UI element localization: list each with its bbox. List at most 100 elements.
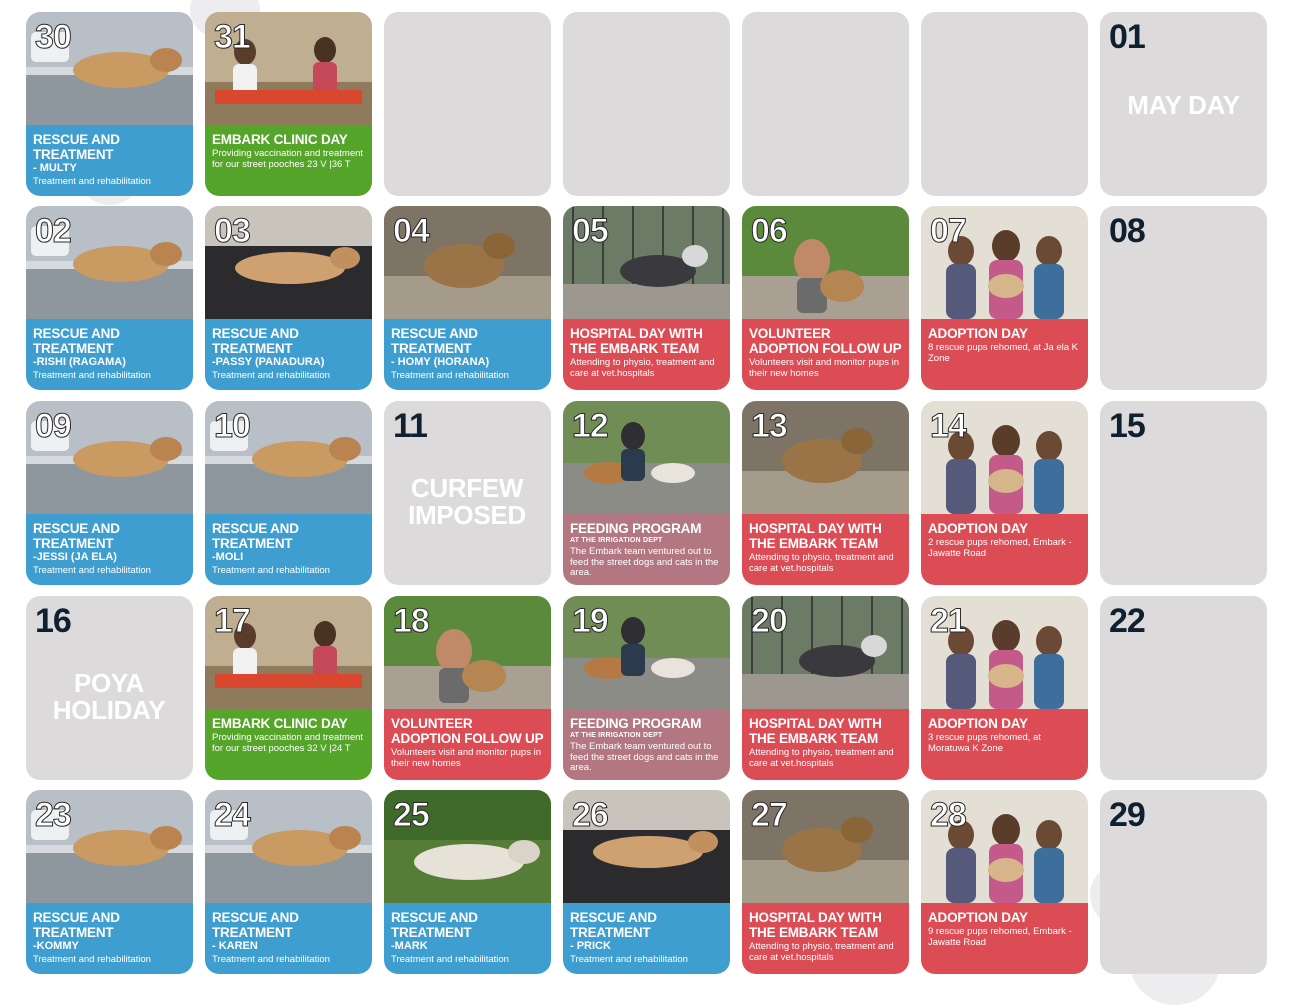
day-tile-29[interactable]: 29 (1100, 790, 1267, 974)
event-title: Rescue and treatment (212, 326, 299, 356)
day-tile-13[interactable]: Hospital day with the embark team Attendi… (742, 401, 909, 585)
dog-photo (384, 790, 551, 903)
photo (921, 790, 1088, 903)
day-tile-08[interactable]: 08 (1100, 206, 1267, 390)
event-subtitle: -MARK (391, 940, 428, 952)
event-title: Adoption day (928, 521, 1028, 536)
event-subtitle: -PASSY (PANADURA) (212, 356, 325, 368)
event-title: Volunteer adoption follow up (749, 326, 902, 356)
day-number: 29 (1109, 796, 1146, 834)
event-description: Treatment and rehabilitation (212, 565, 330, 576)
day-tile-04[interactable]: Rescue and treatment - HOMY (HORANA) Treat… (384, 206, 551, 390)
event-title: Feeding program (570, 716, 702, 731)
event-description: Treatment and rehabilitation (212, 370, 330, 381)
day-tile-23[interactable]: Rescue and treatment -KOMMY Treatment and … (26, 790, 193, 974)
day-tile-22[interactable]: 22 (1100, 596, 1267, 780)
photo (384, 596, 551, 709)
empty-tile (563, 12, 730, 196)
event-description: The Embark team ventured out to feed the… (570, 546, 719, 578)
day-tile-09[interactable]: Rescue and treatment -JESSI (JA ELA) Treat… (26, 401, 193, 585)
photo (742, 206, 909, 319)
event-subtitle: -RISHI (RAGAMA) (33, 356, 126, 368)
event-title: Hospital day with the embark team (749, 521, 882, 551)
day-tile-15[interactable]: 15 (1100, 401, 1267, 585)
holiday-label: POYA HOLIDAY (52, 668, 166, 725)
dog-photo (563, 596, 730, 709)
day-tile-17[interactable]: Embark clinic day Providing vaccination a… (205, 596, 372, 780)
day-number: 10 (214, 407, 252, 446)
event-title: Rescue and treatment (391, 326, 478, 356)
day-tile-31[interactable]: Embark clinic day Providing vaccination a… (205, 12, 372, 196)
day-tile-12[interactable]: Feeding program AT THE IRRIGATION DEPT The… (563, 401, 730, 585)
event-panel: Rescue and treatment - HOMY (HORANA) Treat… (384, 319, 551, 390)
event-title: Hospital day with the embark team (749, 716, 882, 746)
photo (563, 401, 730, 514)
event-subtitle: -KOMMY (33, 940, 79, 952)
day-number: 28 (930, 796, 968, 835)
photo (26, 401, 193, 514)
event-subtitle: -JESSI (JA ELA) (33, 551, 117, 563)
day-number: 06 (751, 212, 789, 251)
dog-photo (742, 790, 909, 903)
event-panel: Adoption day 9 rescue pups rehomed, Embar… (921, 903, 1088, 974)
event-description: Volunteers visit and monitor pups in the… (749, 357, 899, 379)
day-tile-21[interactable]: Adoption day 3 rescue pups rehomed, at Mo… (921, 596, 1088, 780)
event-panel: Embark clinic day Providing vaccination a… (205, 709, 372, 780)
dog-photo (384, 206, 551, 319)
day-tile-06[interactable]: Volunteer adoption follow up Volunteers v… (742, 206, 909, 390)
dog-photo (205, 596, 372, 709)
day-tile-28[interactable]: Adoption day 9 rescue pups rehomed, Embar… (921, 790, 1088, 974)
day-tile-24[interactable]: Rescue and treatment - KAREN Treatment and… (205, 790, 372, 974)
event-location: AT THE IRRIGATION DEPT (570, 732, 663, 739)
day-number: 12 (572, 407, 610, 446)
event-description: 8 rescue pups rehomed, at Ja ela K Zone (928, 342, 1078, 364)
day-tile-19[interactable]: Feeding program AT THE IRRIGATION DEPT The… (563, 596, 730, 780)
dog-photo (26, 12, 193, 125)
day-number: 16 (35, 602, 72, 640)
event-title: Adoption day (928, 716, 1028, 731)
day-tile-25[interactable]: Rescue and treatment -MARK Treatment and r… (384, 790, 551, 974)
day-tile-10[interactable]: Rescue and treatment -MOLI Treatment and r… (205, 401, 372, 585)
day-number: 04 (393, 212, 431, 251)
event-title: Hospital day with the embark team (570, 326, 703, 356)
dog-photo (26, 401, 193, 514)
day-tile-16[interactable]: 16 POYA HOLIDAY (26, 596, 193, 780)
event-panel: Rescue and treatment -KOMMY Treatment and … (26, 903, 193, 974)
day-number: 19 (572, 602, 610, 641)
event-subtitle: - KAREN (212, 940, 258, 952)
event-description: Attending to physio, treatment and care … (749, 747, 894, 769)
day-number: 18 (393, 602, 431, 641)
day-number: 07 (930, 212, 968, 251)
day-number: 02 (35, 212, 73, 251)
day-tile-30[interactable]: Rescue and treatment - MULTY Treatment and… (26, 12, 193, 196)
day-tile-02[interactable]: Rescue and treatment -RISHI (RAGAMA) Treat… (26, 206, 193, 390)
day-tile-27[interactable]: Hospital day with the embark team Attendi… (742, 790, 909, 974)
photo (921, 401, 1088, 514)
day-number: 01 (1109, 18, 1146, 56)
event-panel: Rescue and treatment -MOLI Treatment and r… (205, 514, 372, 585)
day-tile-14[interactable]: Adoption day 2 rescue pups rehomed, Embar… (921, 401, 1088, 585)
day-number: 22 (1109, 602, 1146, 640)
photo (26, 12, 193, 125)
dog-photo (742, 206, 909, 319)
photo (205, 596, 372, 709)
day-number: 24 (214, 796, 252, 835)
holiday-label: MAY DAY (1127, 90, 1240, 120)
day-tile-18[interactable]: Volunteer adoption follow up Volunteers v… (384, 596, 551, 780)
day-number: 11 (393, 407, 428, 445)
day-tile-03[interactable]: Rescue and treatment -PASSY (PANADURA) Tre… (205, 206, 372, 390)
event-description: Attending to physio, treatment and care … (749, 552, 894, 574)
day-tile-01[interactable]: 01 MAY DAY (1100, 12, 1267, 196)
event-description: The Embark team ventured out to feed the… (570, 741, 719, 773)
event-title: Adoption day (928, 910, 1028, 925)
day-tile-11[interactable]: 11 CURFEW IMPOSED (384, 401, 551, 585)
day-tile-26[interactable]: Rescue and treatment - PRICK Treatment and… (563, 790, 730, 974)
event-panel: Adoption day 8 rescue pups rehomed, at Ja… (921, 319, 1088, 390)
event-subtitle: - HOMY (HORANA) (391, 356, 490, 368)
event-panel: Adoption day 3 rescue pups rehomed, at Mo… (921, 709, 1088, 780)
event-panel: Hospital day with the embark team Attendi… (742, 903, 909, 974)
day-tile-07[interactable]: Adoption day 8 rescue pups rehomed, at Ja… (921, 206, 1088, 390)
day-tile-05[interactable]: Hospital day with the embark team Attendi… (563, 206, 730, 390)
day-number: 27 (751, 796, 789, 835)
day-tile-20[interactable]: Hospital day with the embark team Attendi… (742, 596, 909, 780)
